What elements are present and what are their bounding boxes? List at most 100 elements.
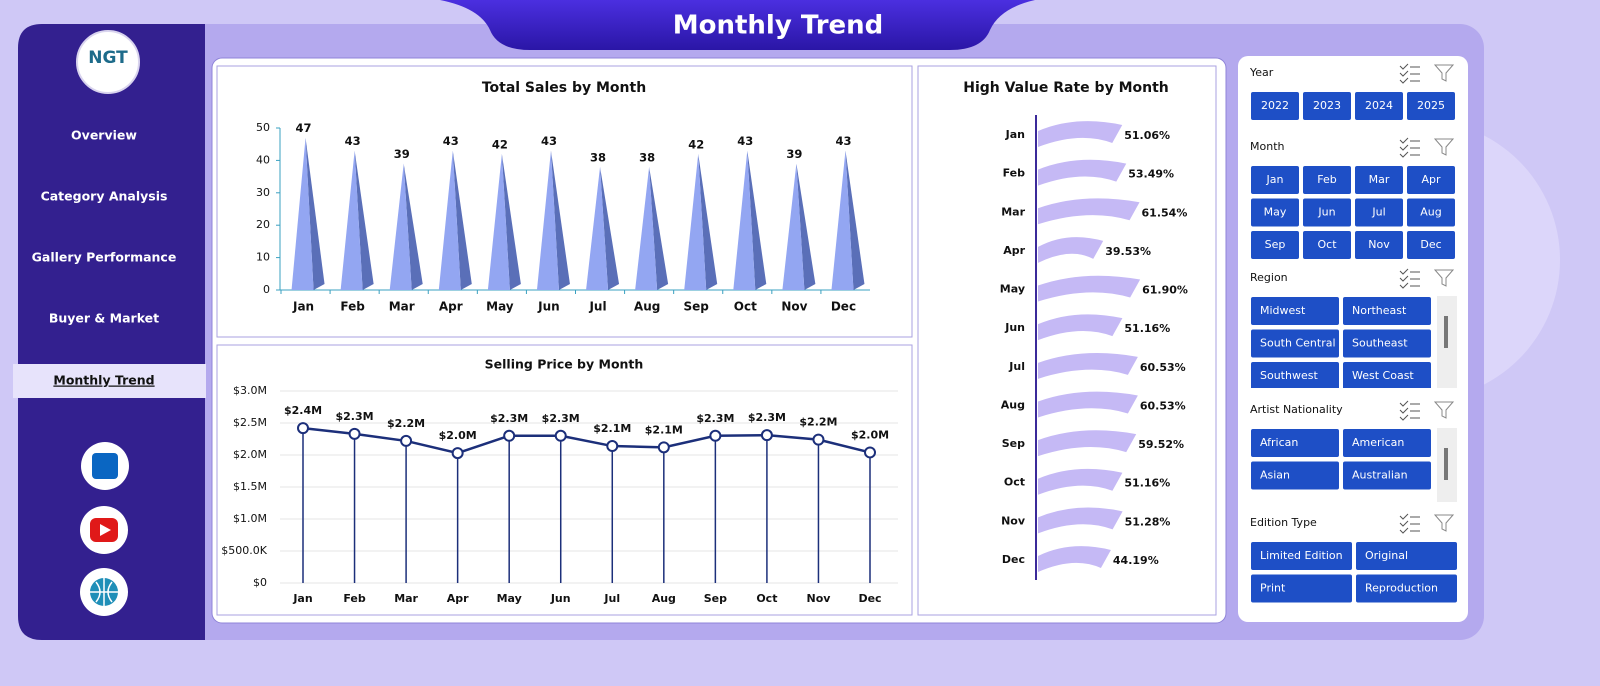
slicer-button-label[interactable]: 2022 [1261, 99, 1289, 112]
chart-title: Selling Price by Month [485, 357, 644, 372]
slicer-button-label[interactable]: South Central [1260, 337, 1336, 350]
slicer-button[interactable] [1356, 574, 1457, 603]
slicer-button-label[interactable]: Limited Edition [1260, 549, 1343, 562]
slicer-button-label[interactable]: Southeast [1352, 337, 1408, 350]
select-all-icon[interactable] [1399, 137, 1420, 158]
slicer-button-label[interactable]: Feb [1317, 173, 1336, 186]
scroll-thumb[interactable] [1444, 316, 1448, 348]
nav-item[interactable]: Category Analysis [41, 189, 168, 204]
slicer-button[interactable] [1407, 198, 1455, 227]
slicer-button[interactable] [1251, 574, 1352, 603]
data-label: 39 [786, 147, 802, 161]
bar-side [452, 150, 472, 290]
slicer-button-label[interactable]: Print [1260, 582, 1286, 595]
slicer-button[interactable] [1251, 542, 1352, 570]
slicer-button-label[interactable]: Mar [1369, 173, 1390, 186]
slicer-button-label[interactable]: African [1260, 436, 1298, 449]
slicer-button-label[interactable]: Dec [1420, 238, 1441, 251]
slicer-button[interactable] [1251, 92, 1299, 120]
slicer-button-label[interactable]: Asian [1260, 469, 1290, 482]
slicer-button-label[interactable]: Australian [1352, 469, 1408, 482]
marker [297, 422, 309, 435]
slicer-button-label[interactable]: West Coast [1352, 369, 1414, 382]
slicer-button[interactable] [1355, 92, 1403, 120]
select-all-icon[interactable] [1399, 63, 1420, 84]
logo [76, 30, 140, 94]
slicer-button-label[interactable]: Reproduction [1365, 582, 1438, 595]
data-label: 60.53% [1140, 361, 1186, 374]
slicer-button-label[interactable]: 2023 [1313, 99, 1341, 112]
slicer-button[interactable] [1343, 329, 1431, 358]
slicer-button-label[interactable]: Jun [1317, 206, 1335, 219]
scroll-thumb[interactable] [1444, 448, 1448, 480]
slicer-button[interactable] [1251, 166, 1299, 194]
slicer-button[interactable] [1251, 461, 1339, 490]
x-tick-label: Oct [734, 300, 757, 314]
marker [760, 429, 773, 442]
slicer-button[interactable] [1251, 329, 1339, 358]
x-tick-label: Sep [704, 592, 727, 605]
slicer-button-label[interactable]: Northeast [1352, 304, 1407, 317]
select-all-icon[interactable] [1399, 513, 1420, 534]
slicer-title: Year [1249, 66, 1274, 79]
slicer-button[interactable] [1251, 297, 1339, 325]
slicer-button[interactable] [1355, 166, 1403, 194]
slicer-button[interactable] [1343, 297, 1431, 325]
x-tick-label: Feb [343, 592, 366, 605]
nav-item[interactable]: Buyer & Market [49, 311, 159, 326]
sidebar [18, 24, 205, 640]
slicer-button[interactable] [1251, 231, 1299, 259]
slicer-button[interactable] [1407, 231, 1455, 259]
select-all-icon[interactable] [1399, 268, 1420, 289]
slicer-button-label[interactable]: Nov [1368, 238, 1390, 251]
clear-filter-icon[interactable] [1433, 401, 1455, 419]
slicer-title: Edition Type [1250, 516, 1317, 529]
data-label: 61.90% [1142, 284, 1188, 297]
slicer-button-label[interactable]: American [1352, 436, 1404, 449]
bar-side [403, 163, 423, 290]
slicer-button-label[interactable]: Midwest [1260, 304, 1306, 317]
clear-filter-icon[interactable] [1433, 138, 1455, 156]
slicer-button-label[interactable]: Southwest [1260, 369, 1318, 382]
x-tick-label: Jun [537, 300, 560, 314]
slicer-button[interactable] [1407, 166, 1455, 194]
slicer-button-label[interactable]: 2024 [1365, 99, 1393, 112]
select-all-icon[interactable] [1399, 400, 1420, 421]
slicer-button[interactable] [1343, 429, 1431, 457]
data-label: 59.52% [1138, 438, 1184, 451]
slicer-button[interactable] [1407, 92, 1455, 120]
slicer-button[interactable] [1251, 198, 1299, 227]
slicer-button[interactable] [1343, 461, 1431, 490]
data-label: $2.4M [284, 404, 322, 417]
slicer-button[interactable] [1303, 231, 1351, 259]
slicer-button-label[interactable]: 2025 [1417, 99, 1445, 112]
slicer-button-label[interactable]: Sep [1265, 238, 1286, 251]
nav-item[interactable]: Overview [71, 128, 137, 143]
slicer-button[interactable] [1343, 362, 1431, 390]
y-tick-label: $1.5M [233, 480, 267, 493]
slicer-button[interactable] [1303, 198, 1351, 227]
slicer-button[interactable] [1251, 362, 1339, 390]
data-label: 43 [443, 134, 459, 148]
slicer-button-label[interactable]: Aug [1420, 206, 1441, 219]
slicer-button-label[interactable]: Apr [1421, 173, 1441, 186]
slicer-button[interactable] [1303, 166, 1351, 194]
bar-side [501, 153, 521, 290]
slicer-button[interactable] [1303, 92, 1351, 120]
nav-item[interactable]: Monthly Trend [53, 373, 154, 388]
clear-filter-icon[interactable] [1433, 269, 1455, 287]
slicer-button-label[interactable]: Original [1365, 549, 1408, 562]
slicer-button-label[interactable]: Jan [1266, 173, 1284, 186]
slicer-button-label[interactable]: Jul [1371, 206, 1385, 219]
slicer-button[interactable] [1355, 231, 1403, 259]
slicer-button[interactable] [1251, 429, 1339, 457]
slicer-button[interactable] [1355, 198, 1403, 227]
y-tick-label: $1.0M [233, 512, 267, 525]
slicer-button[interactable] [1356, 542, 1457, 570]
slicer-button-label[interactable]: May [1264, 206, 1287, 219]
slicer-button-label[interactable]: Oct [1317, 238, 1337, 251]
y-tick-label: Jan [1005, 128, 1025, 141]
clear-filter-icon[interactable] [1433, 514, 1455, 532]
clear-filter-icon[interactable] [1433, 64, 1455, 82]
nav-item[interactable]: Gallery Performance [32, 250, 177, 265]
